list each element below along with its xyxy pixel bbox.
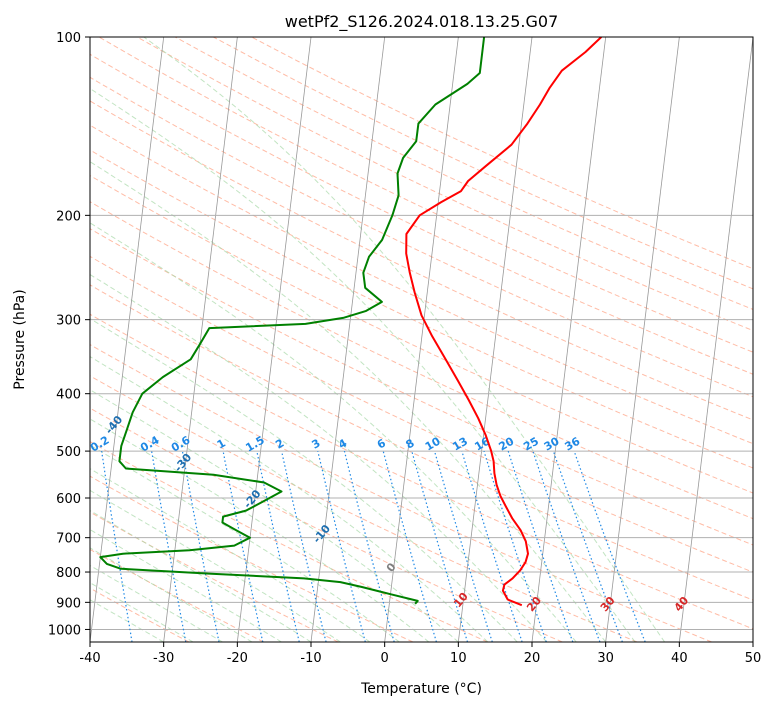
dry-adiabat [90, 76, 753, 398]
chart-title: wetPf2_S126.2024.018.13.25.G07 [285, 12, 559, 32]
mixing-ratio-line [382, 450, 437, 642]
y-tick-label: 900 [56, 596, 81, 611]
x-tick-label: -10 [300, 651, 321, 666]
moist-adiabat [143, 37, 666, 642]
dry-adiabat [90, 255, 753, 573]
dry-adiabat [90, 407, 563, 642]
isotherm-line [163, 37, 238, 642]
dry-adiabat [90, 587, 190, 642]
moist-adiabat [90, 547, 253, 642]
moist-adiabat [90, 564, 223, 642]
temperature-profile-line [405, 37, 602, 607]
y-tick-label: 800 [56, 566, 81, 581]
moist-adiabat [90, 87, 636, 642]
mixing-ratio-line [552, 450, 623, 642]
mixing-ratio-line [433, 450, 493, 642]
background-lines [90, 37, 753, 642]
moist-adiabat [90, 222, 577, 642]
isotherm-line [310, 37, 386, 642]
dry-adiabat [90, 313, 753, 630]
mixing-ratio-line [256, 450, 300, 642]
dry-adiabat [90, 475, 414, 642]
mixing-ratio-line [222, 450, 264, 642]
mixing-ratio-line [483, 450, 547, 642]
moist-adiabat [90, 468, 371, 642]
isotherm-line [678, 37, 753, 642]
x-tick-label: 20 [524, 651, 541, 666]
dry-adiabat [90, 440, 488, 642]
x-tick-label: 0 [381, 651, 389, 666]
isotherm-line [90, 37, 165, 642]
x-tick-label: -20 [227, 651, 248, 666]
x-tick-label: -40 [79, 651, 100, 666]
x-tick-label: 50 [745, 651, 762, 666]
plot-frame [89, 36, 754, 643]
axis-ticks: -40 -30 -20 -10 0 10 20 30 40 50 100 200 300 400 500 60… [48, 31, 761, 666]
x-tick-label: 40 [671, 651, 688, 666]
dry-adiabat [90, 228, 753, 546]
dry-adiabat [90, 100, 753, 421]
isotherm-line [605, 37, 680, 642]
mixing-ratio-line [343, 450, 395, 642]
x-tick-label: -30 [153, 651, 174, 666]
mixing-ratio-line [181, 450, 220, 642]
y-tick-label: 500 [56, 445, 81, 460]
isotherm-line [531, 37, 607, 642]
dry-adiabat [90, 174, 753, 494]
y-tick-label: 1000 [48, 623, 81, 638]
dry-adiabat [90, 548, 264, 642]
dry-adiabat [90, 375, 638, 642]
mixing-ratio-line [317, 450, 366, 642]
mixing-ratio-line [411, 450, 469, 642]
mixing-ratio-line [573, 450, 646, 642]
x-axis-label: Temperature (°C) [360, 681, 482, 697]
mixing-ratio-line [507, 450, 574, 642]
dry-adiabat [90, 124, 753, 445]
isotherm-line [457, 37, 533, 642]
moist-adiabat [90, 582, 194, 642]
x-tick-label: 30 [597, 651, 614, 666]
moist-adiabat [90, 444, 400, 642]
x-tick-label: 10 [450, 651, 467, 666]
y-tick-label: 200 [56, 209, 81, 224]
dewpoint-profile-line [99, 37, 486, 605]
dry-adiabat [90, 149, 753, 469]
y-tick-label: 600 [56, 492, 81, 507]
moist-adiabat [90, 389, 459, 642]
isotherm-line [236, 37, 312, 642]
y-tick-label: 400 [56, 388, 81, 403]
moist-adiabat [90, 317, 518, 642]
y-tick-label: 100 [56, 31, 81, 46]
dry-adiabat [213, 37, 753, 290]
y-tick-label: 300 [56, 314, 81, 329]
moist-adiabat [90, 529, 282, 642]
mixing-ratio-line [281, 450, 327, 642]
moist-adiabat [90, 418, 430, 642]
profile-series [99, 37, 602, 607]
mixing-ratio-line [532, 450, 601, 642]
y-tick-label: 700 [56, 532, 81, 547]
y-axis-label: Pressure (hPa) [12, 289, 28, 389]
mixing-ratio-line [461, 450, 523, 642]
isotherm-line [384, 37, 459, 642]
moist-adiabat [90, 161, 607, 642]
